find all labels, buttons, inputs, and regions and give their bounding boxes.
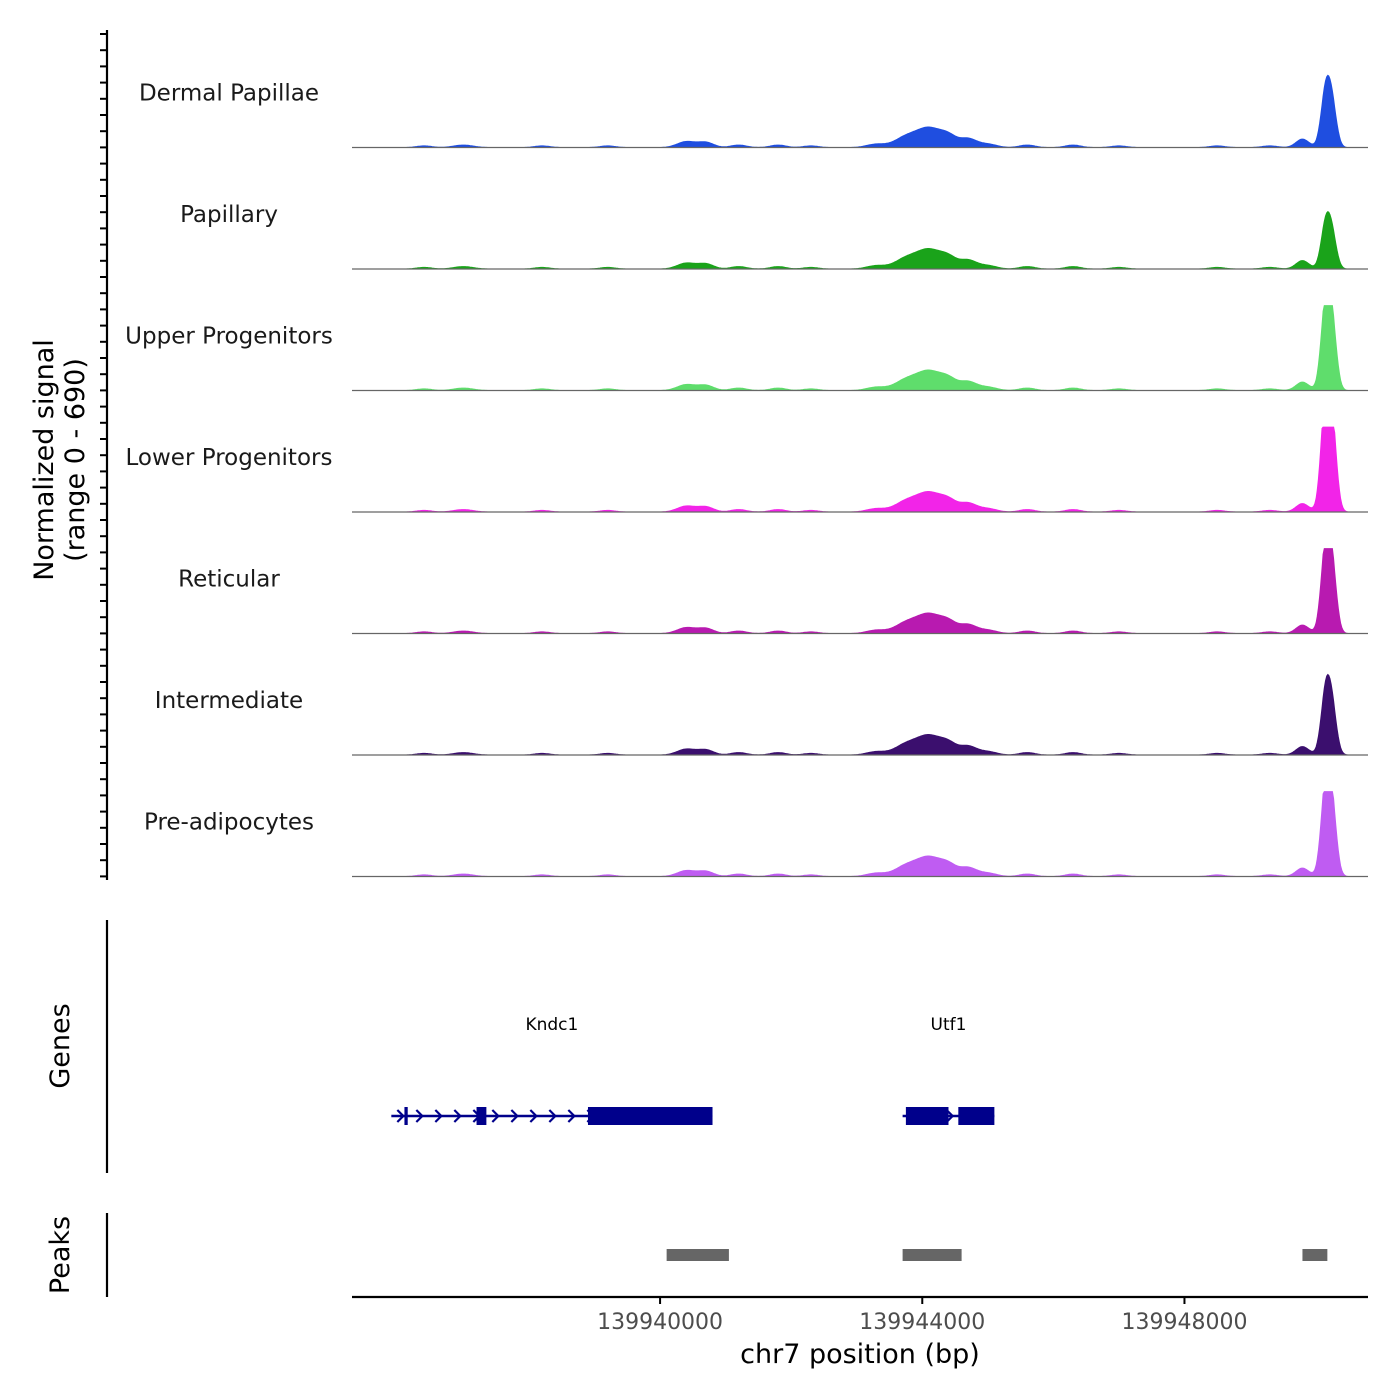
track-signal-area (352, 548, 1368, 634)
peak-region (666, 1249, 729, 1261)
y-axis-label-line2: (range 0 - 690) (60, 358, 91, 562)
peaks-panel-label: Peaks (45, 1216, 76, 1294)
track-dermal-papillae: Dermal Papillae (139, 74, 1368, 149)
track-signal-area (352, 305, 1368, 391)
exon (404, 1107, 408, 1125)
track-lower-progenitors: Lower Progenitors (126, 426, 1368, 513)
strand-arrow (548, 1109, 557, 1123)
track-papillary: Papillary (180, 202, 1368, 270)
strand-arrow (434, 1109, 443, 1123)
x-tick-label: 139944000 (859, 1310, 985, 1335)
track-label: Papillary (180, 202, 278, 228)
track-signal-area (352, 426, 1368, 513)
track-signal-area (352, 74, 1368, 148)
track-intermediate: Intermediate (155, 673, 1368, 756)
peak-region (1302, 1249, 1328, 1261)
x-tick-label: 139948000 (1121, 1310, 1247, 1335)
y-axis-label-line1: Normalized signal (29, 339, 60, 581)
exon (958, 1107, 995, 1125)
strand-arrow (415, 1109, 424, 1123)
strand-arrow (567, 1109, 576, 1123)
track-signal-area (352, 791, 1368, 877)
track-label: Lower Progenitors (126, 445, 333, 471)
coverage-y-axis (100, 30, 109, 880)
track-reticular: Reticular (178, 548, 1368, 635)
strand-arrow (396, 1109, 405, 1123)
track-label: Dermal Papillae (139, 81, 319, 107)
coverage-panel: Dermal Papillae Papillary Upper Progenitor… (125, 74, 1368, 878)
strand-arrow (510, 1109, 519, 1123)
exon (905, 1107, 949, 1125)
track-signal-area (352, 673, 1368, 756)
gene-utf1: Utf1 (902, 1015, 995, 1125)
x-tick-label: 139940000 (597, 1310, 723, 1335)
genes-panel: Genes Kndc1 Utf1 (45, 920, 995, 1173)
peaks-panel: Peaks (45, 1213, 1328, 1297)
track-upper-progenitors: Upper Progenitors (125, 305, 1368, 392)
gene-kndc1: Kndc1 (391, 1015, 713, 1125)
strand-arrow (529, 1109, 538, 1123)
track-label: Reticular (178, 567, 280, 593)
track-label: Upper Progenitors (125, 324, 333, 350)
peak-region (902, 1249, 962, 1261)
x-axis-label: chr7 position (bp) (740, 1339, 980, 1370)
strand-arrow (491, 1109, 500, 1123)
track-label: Pre-adipocytes (144, 810, 314, 836)
strand-arrow (945, 1109, 955, 1123)
track-signal-area (352, 210, 1368, 270)
x-axis: 139940000 139944000 139948000 (352, 1295, 1368, 1335)
strand-arrow (453, 1109, 462, 1123)
track-pre-adipocytes: Pre-adipocytes (144, 791, 1368, 878)
gene-label: Kndc1 (525, 1015, 578, 1035)
genes-panel-label: Genes (45, 1003, 76, 1088)
exon (476, 1107, 487, 1125)
gene-label: Utf1 (931, 1015, 967, 1035)
track-label: Intermediate (155, 688, 303, 714)
exon (587, 1107, 713, 1125)
